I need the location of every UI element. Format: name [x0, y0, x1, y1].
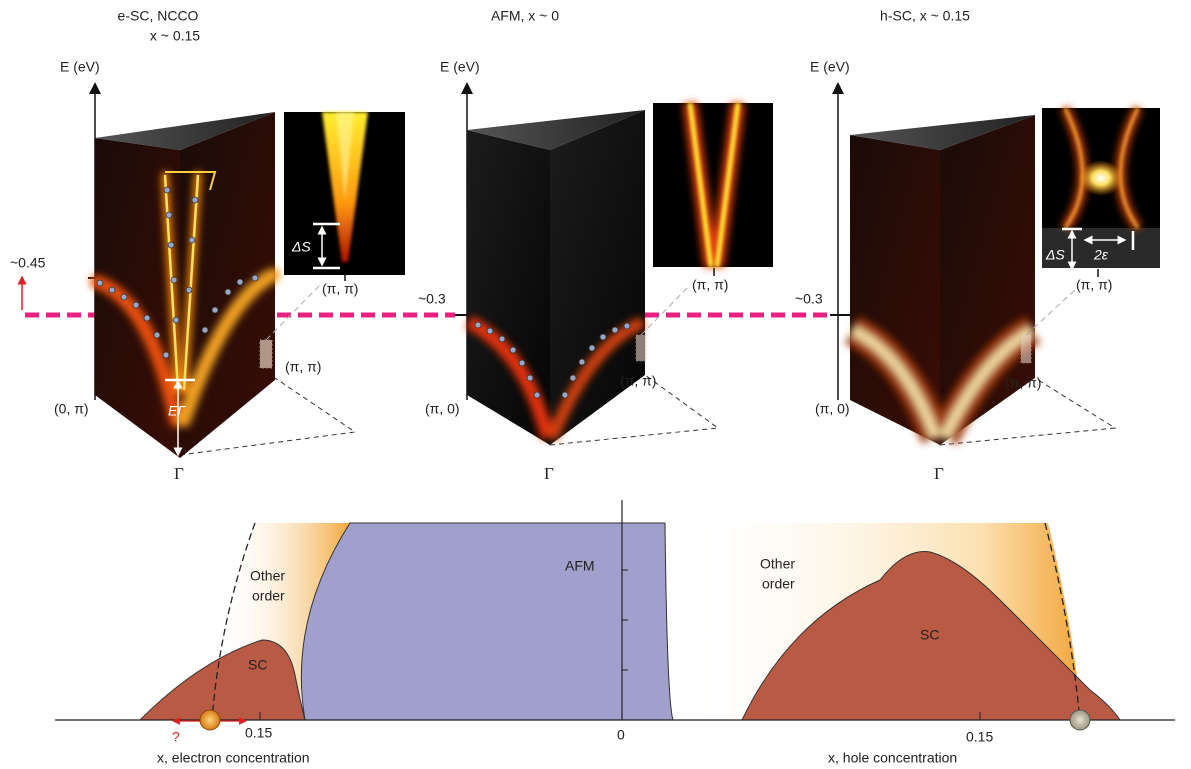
k-label: (π, π) — [692, 277, 728, 293]
region-label: Other — [760, 556, 795, 572]
energy-mark: ~0.3 — [418, 291, 446, 307]
axis-label: E (eV) — [810, 59, 850, 75]
data-points — [163, 352, 169, 358]
data-points — [97, 280, 103, 286]
k-label: (π, π) — [285, 359, 321, 375]
inset-window — [636, 335, 646, 361]
data-points — [189, 237, 195, 243]
data-points — [510, 347, 516, 353]
gap-label: ΔS — [1045, 247, 1065, 263]
data-points — [225, 289, 231, 295]
data-points — [186, 287, 192, 293]
inset-leader — [641, 285, 690, 335]
data-points — [121, 294, 127, 300]
tick-label: 0.15 — [245, 725, 272, 741]
k-label: (π, π) — [322, 281, 358, 297]
region-label: AFM — [565, 558, 595, 574]
k-label: (π, 0) — [425, 401, 460, 417]
phase-diagram: Other order SC AFM Other order SC 0.15 ?… — [55, 500, 1175, 766]
k-label: (π, π) — [1005, 375, 1041, 391]
gap-label: EΓ — [168, 403, 186, 419]
data-points — [164, 187, 170, 193]
k-label: (π, π) — [620, 373, 656, 389]
data-points — [600, 334, 606, 340]
data-points — [168, 242, 174, 248]
data-points — [519, 360, 525, 366]
k-label: (π, π) — [1076, 277, 1112, 293]
panel-title: x ~ 0.15 — [150, 28, 200, 44]
figure: e-SC, NCCO x ~ 0.15 E (eV) ~0.45 EΓ (0, … — [0, 0, 1191, 769]
data-points — [237, 279, 243, 285]
panel-h-sc: h-SC, x ~ 0.15 E (eV) ~0.3 (π, 0) (π, π)… — [795, 8, 1160, 483]
data-points — [579, 359, 585, 365]
k-label: (π, 0) — [815, 401, 850, 417]
data-points — [499, 336, 505, 342]
sample-marker — [1070, 710, 1090, 730]
panel-title: h-SC, x ~ 0.15 — [880, 8, 970, 24]
unknown-label: ? — [172, 729, 180, 745]
panel-title: AFM, x ~ 0 — [491, 8, 559, 24]
data-points — [109, 287, 115, 293]
k-label: Γ — [544, 464, 554, 483]
data-points — [154, 332, 160, 338]
region-label: SC — [248, 657, 267, 673]
k-label: Γ — [934, 464, 944, 483]
data-points — [144, 315, 150, 321]
split-label: 2ε — [1093, 247, 1109, 263]
data-points — [534, 392, 540, 398]
data-points — [475, 322, 481, 328]
data-points — [133, 302, 139, 308]
data-points — [562, 392, 568, 398]
gap-label: ΔS — [291, 239, 311, 255]
region-label: order — [762, 576, 795, 592]
region-label: order — [252, 588, 285, 604]
inset-window — [260, 340, 272, 368]
panel-afm: AFM, x ~ 0 E (eV) ~0.3 (π, 0) (π, π) Γ (… — [418, 8, 773, 483]
energy-mark: ~0.45 — [10, 255, 46, 271]
data-points — [212, 307, 218, 313]
data-points — [173, 317, 179, 323]
afm-region — [301, 523, 673, 720]
sc-region — [140, 640, 305, 720]
inset-window — [1021, 335, 1031, 363]
axis-label: x, electron concentration — [157, 750, 310, 766]
data-points — [624, 323, 630, 329]
region-label: SC — [920, 627, 939, 643]
region-label: Other — [250, 568, 285, 584]
data-points — [487, 328, 493, 334]
k-label: (0, π) — [54, 401, 89, 417]
panel-title: e-SC, NCCO — [118, 8, 199, 24]
sample-marker — [200, 710, 220, 730]
tick-label: 0 — [617, 727, 625, 743]
k-label: Γ — [174, 464, 184, 483]
axis-label: E (eV) — [440, 59, 480, 75]
data-points — [570, 375, 576, 381]
panel-e-sc: e-SC, NCCO x ~ 0.15 E (eV) ~0.45 EΓ (0, … — [10, 8, 405, 483]
data-points — [166, 212, 172, 218]
data-points — [192, 197, 198, 203]
data-points — [202, 327, 208, 333]
inset-peak — [1079, 160, 1123, 196]
axis-label: x, hole concentration — [828, 750, 957, 766]
data-points — [612, 327, 618, 333]
data-points — [171, 277, 177, 283]
data-points — [527, 375, 533, 381]
energy-mark: ~0.3 — [795, 291, 823, 307]
data-points — [252, 275, 258, 281]
axis-label: E (eV) — [60, 59, 100, 75]
tick-label: 0.15 — [966, 729, 993, 745]
data-points — [589, 345, 595, 351]
